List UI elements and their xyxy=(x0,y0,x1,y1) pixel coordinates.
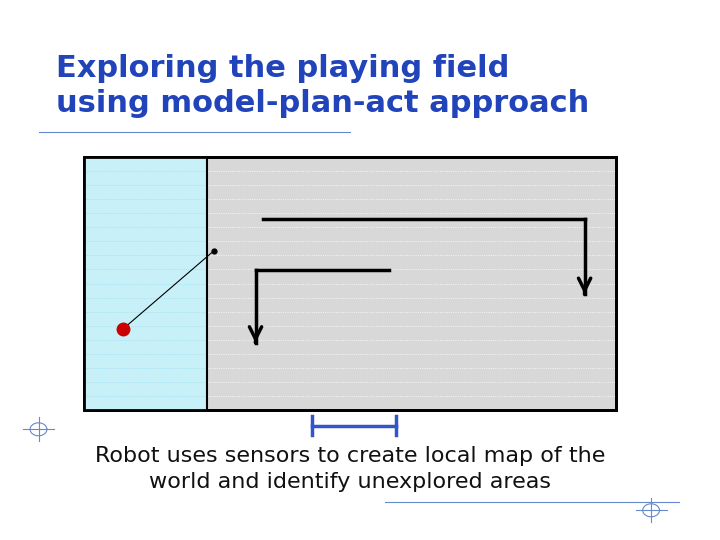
Bar xyxy=(84,157,616,410)
Text: Exploring the playing field
using model-plan-act approach: Exploring the playing field using model-… xyxy=(56,54,589,118)
Text: Robot uses sensors to create local map of the
world and identify unexplored area: Robot uses sensors to create local map o… xyxy=(95,446,606,492)
Bar xyxy=(84,157,207,410)
Bar xyxy=(84,157,616,410)
